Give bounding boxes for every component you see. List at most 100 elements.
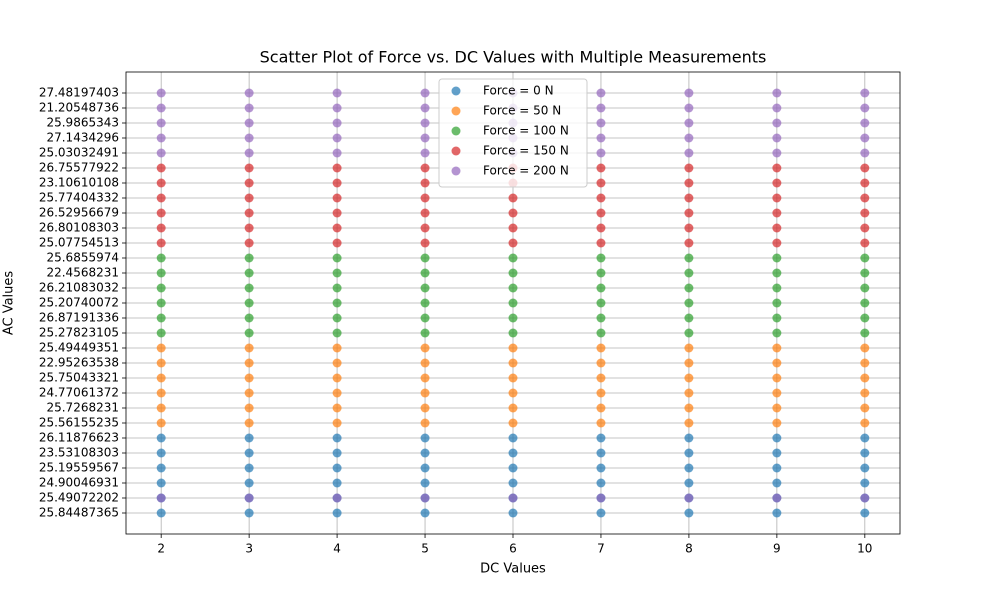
point [156,283,166,293]
point [860,193,870,203]
point [596,508,606,518]
point [156,88,166,98]
point [860,448,870,458]
y-tick-label: 25.77404332 [39,191,119,205]
point [244,343,254,353]
y-tick-label: 21.20548736 [39,101,119,115]
legend-label: Force = 100 N [483,124,569,138]
point [156,148,166,158]
point [684,283,694,293]
point [684,178,694,188]
point [244,298,254,308]
y-tick-label: 26.75577922 [39,161,119,175]
legend-label: Force = 150 N [483,144,569,158]
point [684,133,694,143]
point [596,283,606,293]
point [244,268,254,278]
point [596,193,606,203]
point [772,133,782,143]
point [156,493,166,503]
point [156,238,166,248]
point [420,178,430,188]
y-axis-label: AC Values [2,271,17,336]
point [332,298,342,308]
point [156,193,166,203]
point [332,388,342,398]
point [860,388,870,398]
point [332,478,342,488]
point [772,103,782,113]
point [420,418,430,428]
point [156,373,166,383]
point [420,103,430,113]
point [772,388,782,398]
point [684,313,694,323]
point [508,358,518,368]
point [508,403,518,413]
point [332,238,342,248]
point [332,328,342,338]
point [420,163,430,173]
point [332,253,342,263]
point [772,178,782,188]
point [332,463,342,473]
point [860,343,870,353]
point [772,433,782,443]
point [332,433,342,443]
point [420,388,430,398]
point [420,493,430,503]
legend-label: Force = 50 N [483,104,561,118]
point [772,193,782,203]
point [244,463,254,473]
point [156,448,166,458]
point [420,463,430,473]
point [860,283,870,293]
point [156,433,166,443]
y-tick-label: 25.27823105 [39,326,119,340]
point [508,448,518,458]
point [860,418,870,428]
plot-frame [125,71,901,535]
point [772,463,782,473]
point [596,313,606,323]
point [156,388,166,398]
point [860,88,870,98]
point [684,433,694,443]
point [508,268,518,278]
point [244,238,254,248]
point [332,88,342,98]
legend-marker [451,126,461,136]
y-tick-label: 25.20740072 [39,296,119,310]
point [684,343,694,353]
point [244,283,254,293]
point [684,418,694,428]
point [332,448,342,458]
point [596,388,606,398]
point [772,478,782,488]
y-tick-label: 25.07754513 [39,236,119,250]
point [860,133,870,143]
point [156,133,166,143]
point [156,178,166,188]
y-tick-label: 23.10610108 [39,176,119,190]
point [156,343,166,353]
point [772,373,782,383]
point [508,298,518,308]
point [860,358,870,368]
point [420,403,430,413]
point [860,178,870,188]
point [508,493,518,503]
point [508,463,518,473]
point [332,148,342,158]
point [596,403,606,413]
point [684,328,694,338]
point [860,208,870,218]
legend-marker [451,146,461,156]
legend-box [438,78,588,188]
point [332,268,342,278]
point [772,88,782,98]
point [156,118,166,128]
point [332,208,342,218]
point [244,313,254,323]
x-tick-label: 9 [773,542,781,556]
